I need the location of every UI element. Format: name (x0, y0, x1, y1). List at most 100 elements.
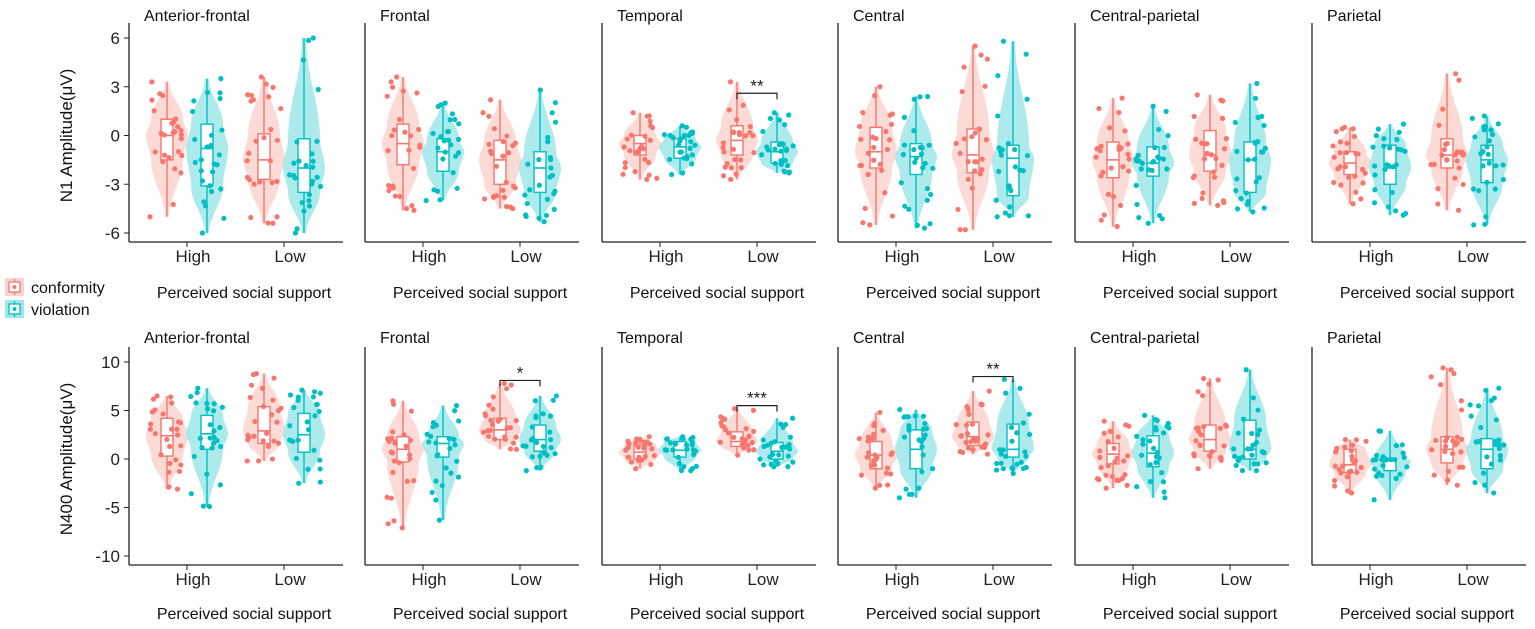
data-point (178, 443, 184, 449)
data-point (644, 176, 650, 182)
data-point (985, 432, 991, 438)
data-point (677, 149, 683, 155)
data-point (676, 460, 682, 467)
data-point (533, 413, 539, 419)
data-point (785, 453, 792, 459)
data-point (1382, 456, 1388, 463)
data-point (274, 214, 280, 220)
data-point (786, 112, 792, 118)
data-point (1399, 442, 1405, 448)
data-point (913, 155, 919, 161)
data-point (1201, 375, 1207, 382)
data-point (877, 482, 883, 488)
data-point (764, 442, 770, 448)
data-point (394, 74, 400, 80)
data-point (1472, 134, 1478, 140)
data-point (251, 181, 257, 187)
y-tick-label: -10 (95, 547, 120, 566)
data-point (1221, 146, 1228, 152)
data-point (979, 156, 985, 162)
data-point (310, 35, 316, 41)
data-point (250, 97, 256, 103)
data-point (928, 191, 934, 198)
data-point (929, 466, 936, 472)
data-point (450, 170, 456, 176)
data-point (739, 435, 745, 442)
data-point (681, 155, 687, 161)
data-point (736, 129, 743, 136)
data-point (781, 168, 787, 174)
data-point (1142, 412, 1148, 418)
data-point (529, 424, 535, 430)
data-point (979, 402, 985, 408)
data-point (204, 89, 211, 95)
significance-bracket (736, 405, 778, 412)
data-point (399, 525, 405, 531)
data-point (523, 443, 529, 449)
data-point (783, 421, 789, 428)
data-point (778, 157, 784, 164)
data-point (786, 441, 792, 448)
panel-title: Central (853, 330, 905, 347)
x-tick-label: Low (274, 570, 306, 589)
data-point (1147, 479, 1154, 485)
data-point (926, 142, 932, 148)
data-point (856, 123, 863, 130)
data-point (490, 406, 496, 412)
data-point (664, 447, 670, 453)
data-point (1150, 103, 1156, 109)
data-point (192, 136, 198, 143)
data-point (969, 134, 975, 140)
data-point (1194, 92, 1200, 98)
data-point (1097, 148, 1103, 154)
panel-anterior-frontal: Anterior-frontal 10 5 0 -5 -10 High Low Perceive… (95, 330, 343, 623)
data-point (872, 462, 878, 468)
data-point (1460, 181, 1466, 188)
data-point (218, 186, 224, 192)
data-point (214, 162, 220, 168)
data-point (1006, 184, 1012, 190)
data-point (1154, 449, 1160, 456)
x-tick-label: High (885, 247, 920, 266)
data-point (388, 79, 394, 85)
box (493, 139, 507, 185)
data-point (545, 134, 551, 140)
y-tick-label: 10 (101, 353, 120, 372)
data-point (453, 153, 459, 159)
data-point (389, 435, 395, 441)
data-point (403, 443, 409, 449)
data-point (1438, 382, 1444, 388)
data-point (188, 393, 194, 400)
data-point (547, 413, 554, 419)
data-point (1435, 201, 1441, 207)
data-point (689, 466, 695, 472)
data-point (178, 170, 184, 176)
data-point (648, 461, 654, 468)
panel-frontal: Frontal High Low * Perceived social support (364, 330, 579, 623)
data-point (275, 440, 282, 446)
data-point (1436, 122, 1442, 128)
data-point (735, 452, 741, 458)
data-point (862, 205, 868, 211)
data-point (201, 199, 207, 205)
data-point (632, 169, 638, 175)
data-point (1497, 457, 1504, 463)
data-point (911, 96, 917, 102)
data-point (265, 220, 271, 226)
data-point (1352, 173, 1358, 179)
data-point (717, 439, 723, 445)
data-point (1333, 129, 1339, 135)
data-point (1252, 95, 1259, 101)
data-point (1017, 385, 1023, 391)
data-point (417, 142, 423, 148)
data-point (1191, 113, 1197, 120)
data-point (208, 132, 215, 138)
data-point (720, 173, 727, 179)
data-point (963, 439, 969, 445)
significance-bracket (972, 375, 1014, 383)
data-point (169, 426, 175, 432)
panel-anterior-frontal: Anterior-frontal 6 3 0 -3 -6 High Low Perceived … (105, 8, 343, 302)
data-point (1261, 122, 1267, 129)
data-point (1191, 451, 1197, 457)
data-point (1403, 210, 1409, 217)
